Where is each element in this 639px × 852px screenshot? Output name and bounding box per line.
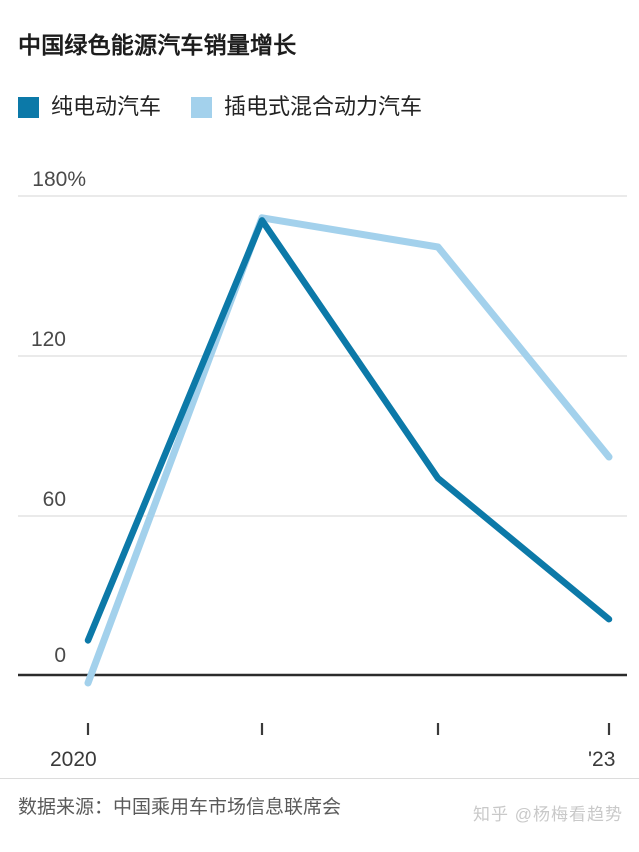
footer-divider bbox=[0, 778, 639, 779]
chart-legend: 纯电动汽车 插电式混合动力汽车 bbox=[18, 96, 422, 118]
y-tick-label-120: 120 bbox=[30, 328, 66, 351]
series-line-bev bbox=[84, 217, 613, 644]
y-tick-label-180: 180% bbox=[32, 168, 86, 191]
gridlines bbox=[18, 195, 627, 517]
legend-item-bev[interactable]: 纯电动汽车 bbox=[18, 96, 161, 118]
legend-swatch-phev bbox=[191, 96, 213, 118]
x-axis-ticks bbox=[86, 723, 611, 735]
series-line-phev bbox=[84, 214, 613, 687]
watermark: 知乎 @杨梅看趋势 bbox=[473, 805, 623, 824]
page-title: 中国绿色能源汽车销量增长 bbox=[18, 32, 297, 58]
x-tick-label-23: '23 bbox=[588, 748, 616, 771]
source-note: 数据来源：中国乘用车市场信息联席会 bbox=[18, 797, 342, 818]
legend-label-phev: 插电式混合动力汽车 bbox=[224, 94, 423, 119]
legend-swatch-bev bbox=[18, 96, 39, 118]
legend-item-phev[interactable]: 插电式混合动力汽车 bbox=[191, 96, 422, 118]
x-tick-label-2020: 2020 bbox=[50, 748, 97, 771]
legend-label-bev: 纯电动汽车 bbox=[51, 94, 162, 119]
y-tick-label-60: 60 bbox=[42, 488, 66, 511]
y-tick-label-0: 0 bbox=[54, 644, 66, 667]
